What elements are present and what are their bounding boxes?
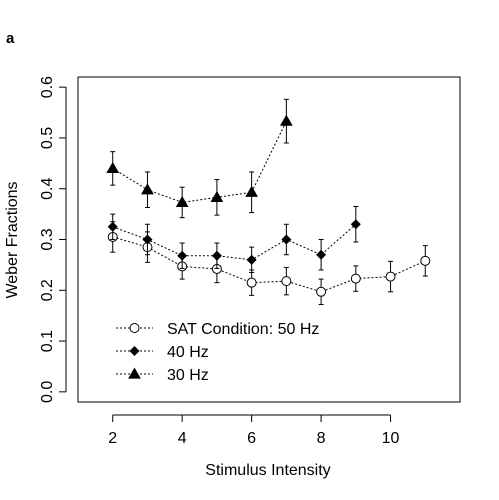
legend-marker [129, 345, 140, 357]
series-line [112, 236, 426, 293]
legend-label: 30 Hz [167, 367, 209, 384]
data-point [316, 249, 327, 260]
data-point [280, 114, 293, 126]
series-open-circle [107, 221, 431, 305]
data-point [246, 254, 257, 265]
legend-entry: SAT Condition: 50 Hz [116, 321, 319, 338]
data-point [210, 190, 224, 202]
data-point [316, 286, 327, 297]
y-tick-label: 0.4 [39, 178, 56, 200]
plot-frame [77, 76, 461, 403]
series-filled-triangle [106, 98, 293, 219]
legend-entry: 40 Hz [116, 344, 209, 361]
x-tick-label: 6 [247, 430, 256, 447]
data-point [106, 161, 120, 174]
series-line [112, 223, 357, 261]
data-point [420, 255, 431, 266]
x-tick-label: 10 [382, 430, 400, 447]
y-tick-label: 0.5 [39, 127, 56, 149]
data-point [211, 250, 222, 261]
y-tick-label: 0.0 [39, 381, 56, 403]
legend-label: 40 Hz [167, 344, 209, 361]
y-tick-label: 0.2 [39, 279, 56, 301]
data-point [350, 219, 361, 230]
data-point [385, 271, 396, 282]
legend-marker [128, 367, 141, 379]
data-point [175, 195, 189, 208]
legend-label: SAT Condition: 50 Hz [167, 321, 319, 338]
series-filled-diamond [107, 205, 361, 274]
data-point [141, 183, 154, 195]
y-tick-label: 0.6 [39, 76, 56, 98]
data-point [177, 250, 188, 261]
x-axis-label: Stimulus Intensity [205, 462, 330, 479]
x-tick-label: 4 [178, 430, 187, 447]
panel-label: a [6, 30, 15, 47]
data-point [245, 185, 258, 197]
y-tick-label: 0.3 [39, 228, 56, 250]
y-axis-label: Weber Fractions [4, 181, 21, 298]
y-tick-label: 0.1 [39, 330, 56, 352]
legend-entry: 30 Hz [116, 367, 209, 384]
data-point [107, 221, 118, 232]
x-tick-label: 2 [108, 430, 117, 447]
data-point [281, 234, 292, 245]
legend-marker [129, 323, 140, 333]
series-line [112, 120, 287, 203]
data-point [142, 234, 153, 245]
data-point [350, 273, 361, 284]
data-point [246, 277, 257, 288]
x-tick-label: 8 [317, 430, 326, 447]
data-point [281, 276, 292, 287]
